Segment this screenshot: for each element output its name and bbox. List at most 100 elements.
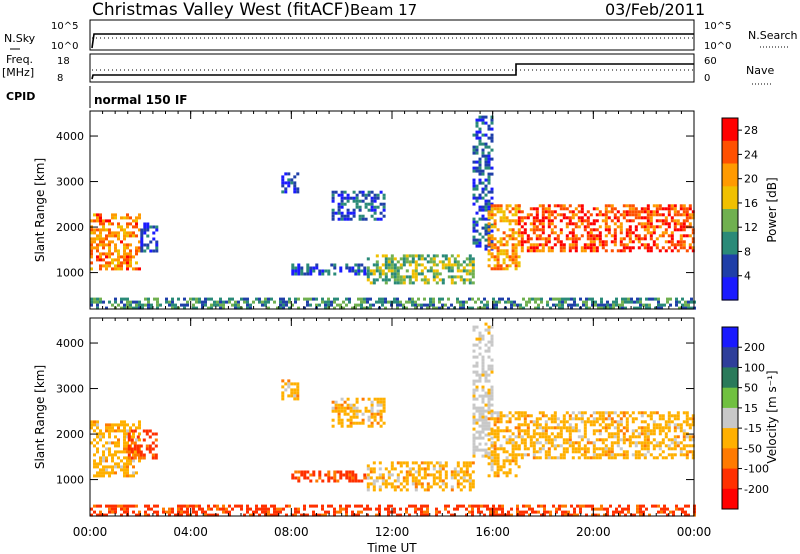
data-cell — [667, 426, 671, 430]
data-cell — [399, 470, 403, 474]
data-cell — [481, 358, 485, 362]
data-cell — [472, 328, 476, 332]
data-cell — [691, 435, 695, 439]
data-cell — [471, 510, 474, 514]
data-cell — [324, 269, 328, 273]
data-cell — [288, 300, 291, 304]
data-cell — [663, 507, 666, 511]
data-cell — [382, 397, 386, 401]
data-cell — [628, 234, 632, 238]
data-cell — [478, 409, 482, 413]
data-cell — [555, 297, 558, 301]
data-cell — [487, 400, 491, 404]
data-cell — [634, 210, 638, 214]
data-cell — [349, 211, 353, 215]
data-cell — [276, 306, 279, 310]
data-cell — [284, 181, 288, 185]
data-cell — [330, 303, 333, 307]
data-cell — [475, 199, 479, 203]
data-cell — [186, 504, 189, 508]
data-cell — [487, 355, 491, 359]
data-cell — [132, 300, 135, 304]
data-cell — [643, 222, 647, 226]
data-cell — [637, 426, 641, 430]
data-cell — [508, 237, 512, 241]
data-cell — [475, 355, 479, 359]
data-cell — [646, 216, 650, 220]
data-cell — [487, 222, 491, 226]
data-cell — [610, 441, 614, 445]
data-cell — [123, 420, 126, 424]
data-cell — [690, 297, 693, 301]
data-cell — [478, 166, 482, 170]
data-cell — [486, 504, 489, 508]
data-cell — [612, 513, 615, 517]
data-cell — [535, 243, 539, 247]
data-cell — [538, 204, 542, 208]
data-cell — [484, 178, 488, 182]
data-cell — [472, 451, 476, 455]
data-cell — [616, 249, 620, 253]
data-cell — [135, 306, 138, 310]
data-cell — [373, 193, 377, 197]
data-cell — [673, 246, 677, 250]
data-cell — [646, 210, 650, 214]
data-cell — [655, 243, 659, 247]
data-cell — [337, 418, 341, 422]
data-cell — [108, 423, 111, 427]
data-cell — [499, 411, 503, 415]
data-cell — [601, 417, 605, 421]
data-cell — [351, 513, 354, 517]
data-cell — [472, 394, 476, 398]
data-cell — [127, 453, 131, 457]
data-cell — [369, 467, 373, 471]
data-cell — [664, 207, 668, 211]
data-cell — [487, 210, 491, 214]
data-cell — [567, 303, 570, 307]
data-cell — [417, 473, 421, 477]
data-cell — [481, 400, 485, 404]
data-cell — [574, 213, 578, 217]
data-cell — [417, 470, 421, 474]
data-cell — [138, 432, 141, 436]
data-cell — [508, 462, 512, 466]
data-cell — [146, 222, 150, 226]
data-cell — [523, 411, 527, 415]
data-cell — [96, 249, 99, 253]
data-cell — [315, 266, 319, 270]
data-cell — [685, 216, 689, 220]
data-cell — [658, 207, 662, 211]
data-cell — [544, 243, 548, 247]
data-cell — [481, 169, 485, 173]
data-cell — [90, 231, 93, 235]
data-cell — [607, 231, 611, 235]
data-cell — [414, 303, 417, 307]
data-cell — [303, 297, 306, 301]
data-cell — [613, 234, 617, 238]
data-cell — [568, 237, 572, 241]
data-cell — [487, 232, 491, 236]
data-cell — [456, 470, 460, 474]
data-cell — [296, 187, 300, 191]
data-cell — [364, 406, 368, 410]
data-cell — [475, 385, 479, 389]
data-cell — [673, 204, 677, 208]
data-cell — [598, 456, 602, 460]
data-cell — [171, 510, 174, 514]
data-cell — [585, 513, 588, 517]
data-cell — [465, 464, 469, 468]
data-cell — [340, 406, 344, 410]
data-cell — [339, 306, 342, 310]
data-cell — [411, 461, 415, 465]
data-cell — [105, 441, 108, 445]
data-cell — [456, 263, 460, 267]
data-cell — [222, 504, 225, 508]
data-cell — [511, 414, 515, 418]
data-cell — [631, 429, 635, 433]
data-cell — [484, 376, 488, 380]
data-cell — [303, 507, 306, 511]
data-cell — [526, 237, 530, 241]
data-cell — [682, 213, 686, 217]
data-cell — [93, 474, 96, 478]
data-cell — [472, 415, 476, 419]
